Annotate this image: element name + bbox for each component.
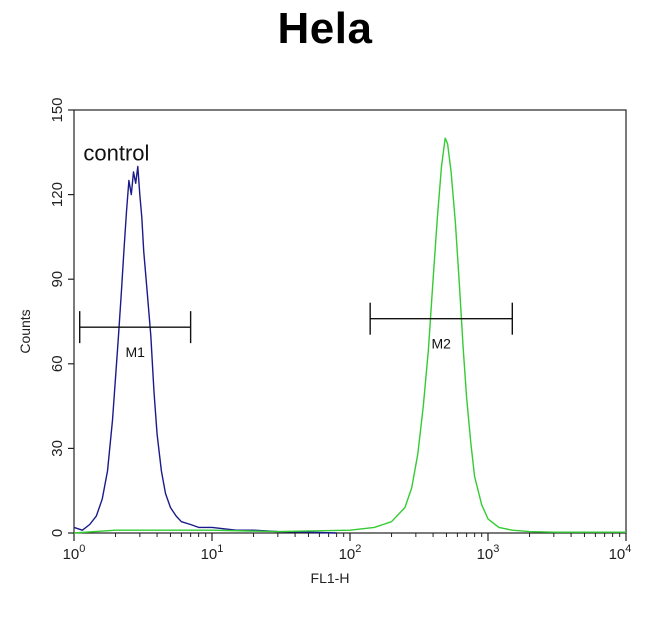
x-axis: 100 101 102 103 104: [63, 533, 632, 563]
marker-label: M1: [125, 344, 145, 360]
histogram-series-2: [73, 137, 626, 534]
x-tick-base: 10: [339, 546, 356, 563]
y-axis-label: Counts: [17, 309, 33, 353]
plot-frame: [73, 109, 627, 534]
chart-title: Hela: [277, 4, 373, 53]
y-tick-label: 120: [49, 182, 66, 207]
y-tick-label: 90: [49, 271, 66, 288]
x-tick-label: 103: [477, 543, 500, 563]
x-tick-exponent: 0: [79, 543, 85, 555]
x-tick-exponent: 3: [493, 543, 499, 555]
x-tick-exponent: 1: [217, 543, 223, 555]
histogram-series-1: [73, 165, 337, 534]
x-tick-base: 10: [201, 546, 218, 563]
control-annotation: control: [83, 140, 149, 165]
x-tick-base: 10: [477, 546, 494, 563]
y-tick-label: 0: [49, 529, 66, 537]
y-axis: 0 30 60 90 120 150: [49, 97, 74, 537]
x-axis-label: FL1-H: [311, 570, 350, 586]
series-layer: [73, 137, 626, 534]
x-tick-base: 10: [63, 546, 80, 563]
y-tick-label: 150: [49, 97, 66, 122]
marker-label: M2: [432, 336, 452, 352]
x-tick-base: 10: [609, 546, 626, 563]
x-tick-label: 104: [609, 543, 632, 563]
x-tick-label: 101: [201, 543, 224, 563]
x-tick-label: 102: [339, 543, 362, 563]
y-tick-label: 30: [49, 440, 66, 457]
x-tick-exponent: 4: [625, 543, 631, 555]
x-tick-exponent: 2: [355, 543, 361, 555]
x-tick-label: 100: [63, 543, 86, 563]
gate-markers: M1 M2: [79, 302, 514, 360]
y-tick-label: 60: [49, 355, 66, 372]
